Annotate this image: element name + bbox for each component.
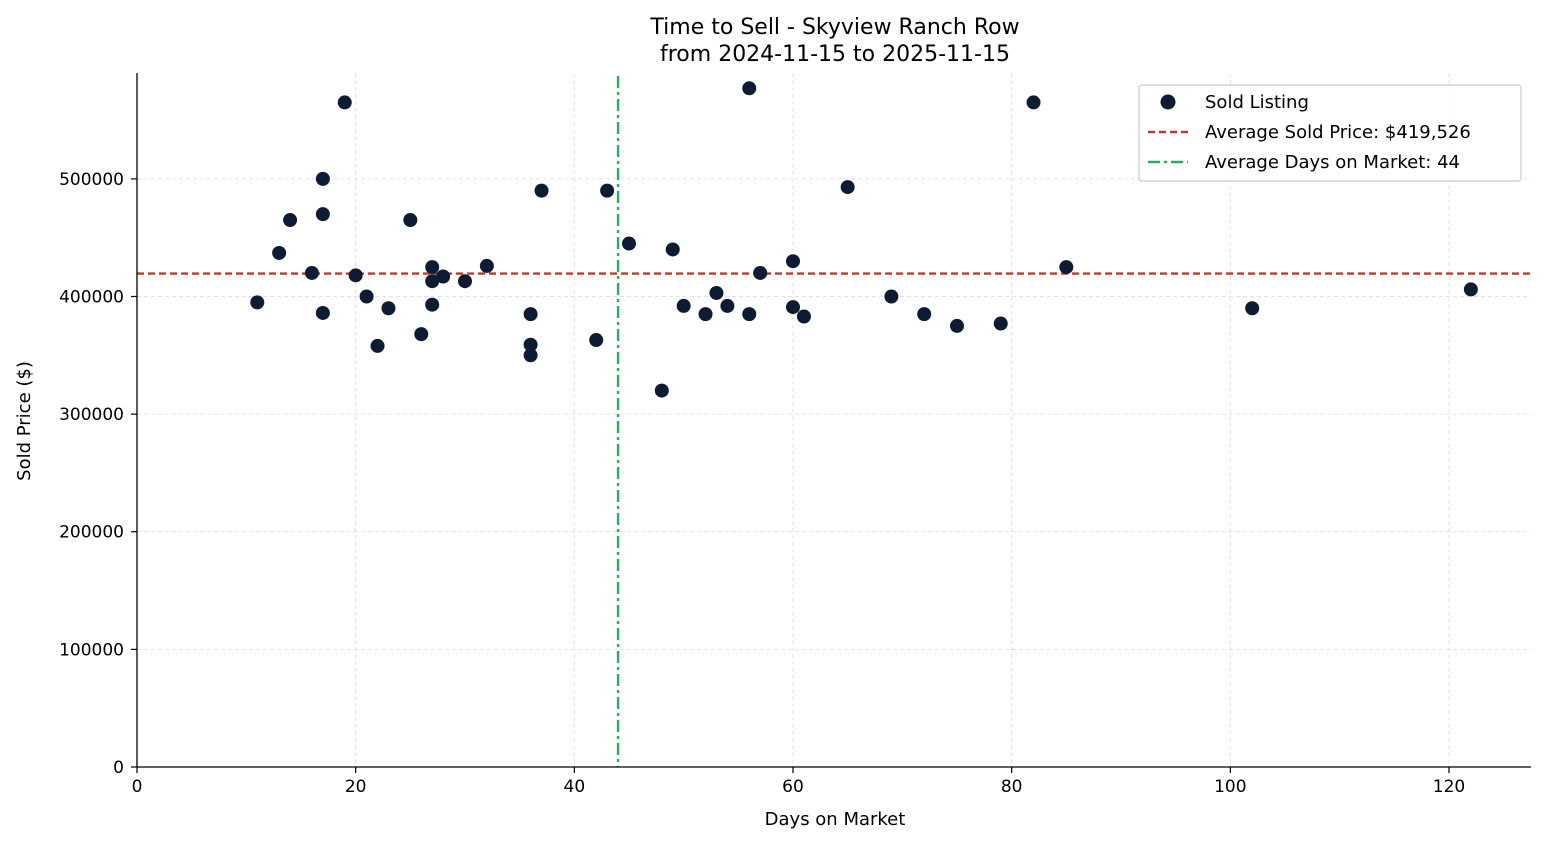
y-tick-label: 300000	[59, 405, 124, 425]
sold-listing-point	[665, 242, 680, 257]
x-tick-label: 0	[132, 777, 143, 797]
tick-labels: 0 20 40 60 80 100 120 0 100000 200000 300000 400000…	[59, 170, 1465, 797]
sold-listing-point	[425, 297, 440, 312]
data-points	[250, 81, 1478, 398]
sold-listing-point	[458, 274, 472, 289]
sold-listing-point	[796, 309, 811, 324]
x-tick-label: 100	[1214, 777, 1246, 797]
x-tick-label: 80	[1001, 777, 1023, 797]
sold-listing-point	[359, 289, 374, 304]
sold-listing-point	[315, 305, 330, 320]
sold-listing-point	[283, 213, 298, 228]
y-tick-label: 100000	[59, 640, 124, 660]
sold-listing-point	[709, 285, 724, 300]
sold-listing-point	[337, 95, 352, 110]
sold-listing-point	[479, 258, 494, 273]
sold-listing-point	[753, 265, 768, 280]
sold-listing-point	[589, 333, 604, 348]
x-tick-label: 60	[782, 777, 804, 797]
sold-listing-point	[950, 318, 964, 333]
sold-listing-point	[1245, 301, 1260, 316]
legend-label-average-price: Average Sold Price: $419,526	[1205, 122, 1471, 143]
sold-listing-point	[403, 213, 418, 228]
x-tick-label: 120	[1433, 777, 1465, 797]
sold-listing-point	[1059, 260, 1074, 275]
chart-title-line-2: from 2024-11-15 to 2025-11-15	[660, 42, 1010, 67]
y-axis-label: Sold Price ($)	[14, 361, 35, 481]
sold-listing-point	[534, 183, 549, 198]
sold-listing-point	[523, 307, 538, 322]
x-tick-label: 20	[345, 777, 367, 797]
sold-listing-point	[425, 260, 440, 275]
sold-listing-point	[436, 269, 451, 284]
sold-listing-point	[304, 265, 319, 280]
x-axis-label: Days on Market	[765, 809, 906, 830]
sold-listing-point	[917, 307, 932, 322]
sold-listing-point	[381, 301, 396, 316]
sold-listing-point	[348, 268, 363, 283]
sold-listing-point	[993, 316, 1008, 331]
legend-label-sold-listing: Sold Listing	[1205, 92, 1309, 113]
sold-listing-point	[742, 81, 757, 96]
legend: Sold Listing Average Sold Price: $419,52…	[1138, 84, 1522, 182]
chart-title-line-1: Time to Sell - Skyview Ranch Row	[649, 15, 1019, 40]
sold-listing-point	[425, 274, 440, 289]
sold-listing-point	[1463, 282, 1478, 297]
sold-listing-point	[698, 307, 713, 322]
sold-listing-point	[654, 383, 669, 398]
sold-listing-point	[370, 338, 385, 353]
y-tick-label: 200000	[59, 523, 124, 543]
sold-listing-point	[315, 207, 330, 222]
y-tick-label: 500000	[59, 170, 124, 190]
sold-listing-point	[720, 298, 735, 313]
sold-listing-point	[884, 289, 899, 304]
legend-box	[1138, 84, 1522, 182]
sold-listing-point	[786, 254, 800, 269]
legend-marker-sold-listing	[1160, 94, 1176, 110]
sold-listing-point	[1026, 95, 1041, 110]
sold-listing-point	[676, 298, 691, 313]
sold-listing-point	[742, 307, 757, 322]
sold-listing-point	[840, 180, 855, 195]
legend-label-average-days: Average Days on Market: 44	[1205, 152, 1460, 173]
y-tick-label: 400000	[59, 287, 124, 307]
sold-listing-point	[622, 236, 636, 251]
sold-listing-point	[786, 300, 800, 315]
y-tick-label: 0	[113, 758, 124, 778]
sold-listing-point	[600, 183, 615, 198]
sold-listing-point	[272, 245, 287, 260]
sold-listing-point	[523, 337, 538, 352]
sold-listing-point	[414, 327, 429, 342]
sold-listing-point	[250, 295, 265, 310]
sold-listing-point	[523, 348, 538, 363]
sold-listing-point	[315, 171, 330, 186]
axes	[136, 73, 1531, 768]
reference-lines	[137, 76, 1531, 767]
x-tick-label: 40	[564, 777, 586, 797]
